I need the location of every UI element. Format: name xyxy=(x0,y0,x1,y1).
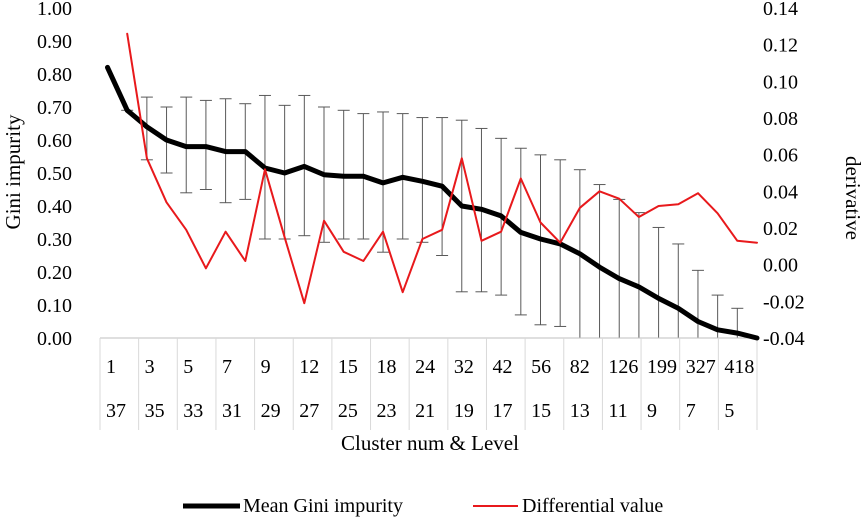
error-bars xyxy=(121,94,744,339)
y-tick-label: 1.00 xyxy=(37,0,72,20)
y2-tick-label: 0.00 xyxy=(763,255,798,277)
x-tick-label-cluster: 9 xyxy=(261,356,271,378)
x-tick-label-cluster: 418 xyxy=(724,356,754,378)
x-tick-label-level: 17 xyxy=(492,400,512,422)
y-tick-label: 0.90 xyxy=(37,31,72,53)
x-tick-label-level: 13 xyxy=(570,400,590,422)
x-tick-label-level: 35 xyxy=(145,400,165,422)
x-tick-label-cluster: 7 xyxy=(222,356,232,378)
y-tick-label: 0.50 xyxy=(37,163,72,185)
series-differential-line xyxy=(126,32,758,305)
y2-tick-label: 0.12 xyxy=(763,35,798,57)
x-tick-label-cluster: 199 xyxy=(647,356,677,378)
y2-tick-label: -0.02 xyxy=(763,291,805,313)
x-tick-label-cluster: 18 xyxy=(377,356,397,378)
x-tick-label-level: 19 xyxy=(454,400,474,422)
x-tick-label-cluster: 1 xyxy=(106,356,116,378)
y2-tick-label: 0.14 xyxy=(763,0,798,20)
y-tick-label: 0.30 xyxy=(37,229,72,251)
x-tick-label-level: 5 xyxy=(724,400,734,422)
x-tick-label-cluster: 327 xyxy=(686,356,716,378)
x-tick-label-level: 37 xyxy=(106,400,126,422)
x-tick-label-level: 23 xyxy=(377,400,397,422)
x-tick-label-cluster: 82 xyxy=(570,356,590,378)
y2-tick-label: 0.10 xyxy=(763,71,798,93)
x-axis-title: Cluster num & Level xyxy=(341,431,519,455)
y2-tick-label: 0.04 xyxy=(763,181,798,203)
x-tick-label-level: 9 xyxy=(647,400,657,422)
x-tick-label-cluster: 3 xyxy=(145,356,155,378)
x-tick-label-level: 21 xyxy=(415,400,435,422)
x-tick-label-cluster: 15 xyxy=(338,356,358,378)
x-tick-label-level: 7 xyxy=(686,400,696,422)
y2-tick-label: 0.08 xyxy=(763,108,798,130)
y-tick-label: 0.40 xyxy=(37,196,72,218)
y-tick-label: 0.60 xyxy=(37,130,72,152)
y-tick-label: 0.80 xyxy=(37,64,72,86)
x-tick-label-level: 15 xyxy=(531,400,551,422)
y-tick-label: 0.20 xyxy=(37,262,72,284)
x-tick-label-cluster: 5 xyxy=(183,356,193,378)
axes xyxy=(99,337,758,430)
y2-tick-label: 0.06 xyxy=(763,145,798,167)
x-tick-label-level: 29 xyxy=(261,400,281,422)
y2-tick-label: -0.04 xyxy=(763,328,805,350)
x-tick-label-cluster: 56 xyxy=(531,356,551,378)
tick-labels: 0.00 0.10 0.20 0.30 0.40 0.50 0.60 0.70 0.80 0.90… xyxy=(37,0,805,422)
x-tick-label-cluster: 126 xyxy=(608,356,638,378)
x-tick-label-cluster: 12 xyxy=(299,356,319,378)
legend: Mean Gini impurity Differential value xyxy=(183,495,663,517)
y2-tick-label: 0.02 xyxy=(763,218,798,240)
legend-label-mean-gini: Mean Gini impurity xyxy=(243,495,403,517)
x-tick-label-cluster: 24 xyxy=(415,356,435,378)
x-tick-label-level: 25 xyxy=(338,400,358,422)
x-tick-label-level: 27 xyxy=(299,400,319,422)
y-tick-label: 0.00 xyxy=(37,328,72,350)
series-mean-gini-line xyxy=(105,64,760,341)
y2-axis-title: derivative xyxy=(841,156,865,240)
x-tick-label-cluster: 42 xyxy=(492,356,512,378)
y-axis-title: Gini impurity xyxy=(1,114,25,229)
y-tick-label: 0.70 xyxy=(37,97,72,119)
x-tick-label-level: 33 xyxy=(183,400,203,422)
x-tick-label-cluster: 32 xyxy=(454,356,474,378)
x-tick-label-level: 11 xyxy=(608,400,627,422)
legend-label-differential: Differential value xyxy=(522,495,663,517)
y-tick-label: 0.10 xyxy=(37,295,72,317)
series-lines xyxy=(105,32,760,341)
x-tick-label-level: 31 xyxy=(222,400,242,422)
